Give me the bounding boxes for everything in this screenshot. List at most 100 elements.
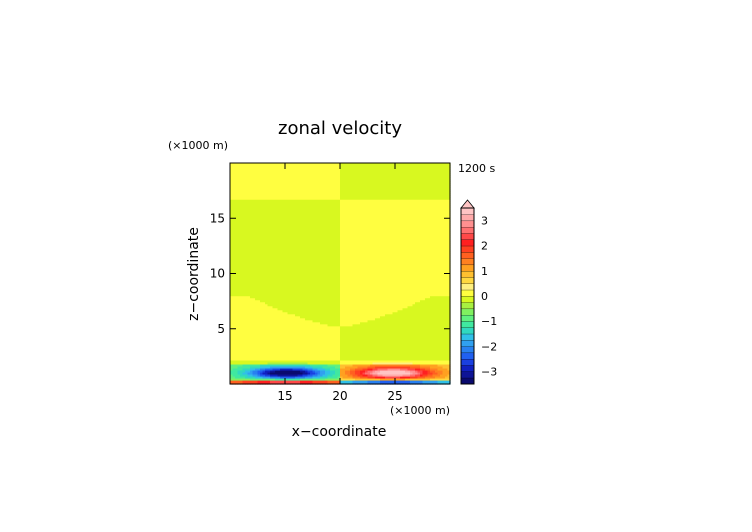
field-cell [247,377,251,381]
field-cell [297,349,301,353]
field-cell [332,209,336,212]
field-cell [235,335,239,339]
field-cell [240,163,244,166]
field-cell [247,335,251,339]
field-cell [297,359,301,363]
field-cell [330,349,334,353]
field-cell [242,289,246,293]
field-cell [337,179,341,182]
field-cell [295,305,299,309]
field-cell [307,249,311,252]
field-cell [282,339,286,343]
field-cell [237,377,241,381]
field-cell [252,291,256,295]
field-cell [255,361,259,365]
field-cell [292,263,296,267]
field-cell [325,177,329,180]
field-cell [317,289,321,293]
field-cell [310,261,314,265]
field-cell [337,319,341,323]
field-cell [292,271,296,275]
field-cell [297,293,301,297]
field-cell [305,363,309,367]
field-cell [245,375,249,379]
field-cell [275,285,279,289]
field-cell [340,309,344,313]
field-cell [250,231,254,234]
field-cell [282,211,286,214]
field-cell [232,381,236,385]
field-cell [322,173,326,176]
field-cell [305,379,309,383]
field-cell [335,351,339,355]
field-cell [280,309,284,313]
field-cell [235,279,239,283]
field-cell [275,283,279,287]
field-cell [272,197,276,200]
field-cell [320,305,324,309]
field-cell [277,337,281,341]
field-cell [335,305,339,309]
field-cell [285,169,289,172]
field-cell [255,363,259,367]
field-cell [312,379,316,383]
field-cell [302,283,306,287]
field-cell [310,237,314,240]
field-cell [315,293,319,297]
field-cell [315,317,319,321]
field-cell [300,167,304,170]
field-cell [235,185,239,188]
field-cell [252,373,256,377]
field-cell [330,343,334,347]
field-cell [285,299,289,303]
field-cell [235,227,239,230]
field-cell [270,289,274,293]
field-cell [340,247,344,250]
field-cell [262,263,266,267]
field-cell [245,337,249,341]
field-cell [337,175,341,178]
field-cell [272,283,276,287]
field-cell [277,361,281,365]
field-cell [237,255,241,259]
field-cell [247,247,251,250]
field-cell [290,257,294,261]
field-cell [282,353,286,357]
field-cell [330,277,334,281]
field-cell [335,309,339,313]
field-cell [275,193,279,196]
field-cell [245,187,249,190]
field-cell [260,197,264,200]
field-cell [262,235,266,238]
field-cell [330,171,334,174]
field-cell [312,253,316,257]
field-cell [240,233,244,236]
field-cell [302,323,306,327]
field-cell [300,367,304,371]
field-cell [242,187,246,190]
field-cell [240,221,244,224]
field-cell [310,293,314,297]
field-cell [230,263,234,267]
field-cell [277,233,281,236]
field-cell [290,241,294,244]
field-cell [302,315,306,319]
field-cell [327,365,331,369]
field-cell [305,243,309,246]
field-cell [242,241,246,244]
field-cell [242,345,246,349]
field-cell [270,311,274,315]
field-cell [260,233,264,236]
field-cell [327,287,331,291]
field-cell [247,183,251,186]
field-cell [327,321,331,325]
field-cell [342,329,346,333]
field-cell [272,353,276,357]
field-cell [270,353,274,357]
field-cell [285,349,289,353]
field-cell [290,321,294,325]
field-cell [300,247,304,250]
field-cell [232,241,236,244]
field-cell [277,353,281,357]
field-cell [235,277,239,281]
